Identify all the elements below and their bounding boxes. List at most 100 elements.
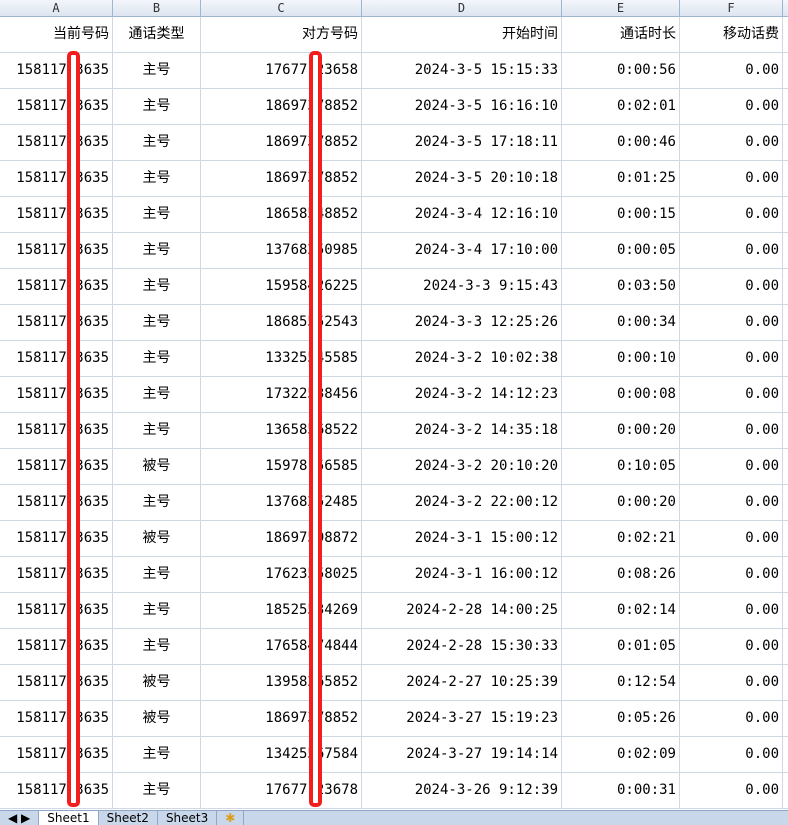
cell-b[interactable]: 主号 [113, 305, 201, 340]
cell-c[interactable]: 17677123658 [201, 53, 362, 88]
cell-e[interactable]: 0:00:10 [562, 341, 680, 376]
column-header-a[interactable]: A [0, 0, 113, 16]
cell-f[interactable]: 0.00 [680, 161, 783, 196]
cell-d[interactable]: 2024-3-2 14:12:23 [362, 377, 562, 412]
insert-sheet-icon[interactable]: ✱ [217, 811, 245, 825]
column-header-d[interactable]: D [362, 0, 562, 16]
cell-e[interactable]: 0:00:31 [562, 773, 680, 808]
cell-d[interactable]: 2024-3-27 19:14:14 [362, 737, 562, 772]
cell-c[interactable]: 18658548852 [201, 197, 362, 232]
cell-e[interactable]: 0:00:15 [562, 197, 680, 232]
cell-c[interactable]: 17658474844 [201, 629, 362, 664]
cell-e[interactable]: 0:02:09 [562, 737, 680, 772]
cell-a[interactable]: 15811753635 [0, 737, 113, 772]
column-header-e[interactable]: E [562, 0, 680, 16]
column-header-b[interactable]: B [113, 0, 201, 16]
header-cell[interactable]: 对方号码 [201, 17, 362, 52]
cell-f[interactable]: 0.00 [680, 377, 783, 412]
cell-a[interactable]: 15811753635 [0, 521, 113, 556]
cell-b[interactable]: 被号 [113, 521, 201, 556]
cell-d[interactable]: 2024-3-5 16:16:10 [362, 89, 562, 124]
cell-a[interactable]: 15811753635 [0, 629, 113, 664]
cell-e[interactable]: 0:01:25 [562, 161, 680, 196]
cell-e[interactable]: 0:02:21 [562, 521, 680, 556]
cell-e[interactable]: 0:08:26 [562, 557, 680, 592]
cell-a[interactable]: 15811753635 [0, 377, 113, 412]
cell-b[interactable]: 主号 [113, 413, 201, 448]
cell-c[interactable]: 15978156585 [201, 449, 362, 484]
cell-f[interactable]: 0.00 [680, 737, 783, 772]
cell-c[interactable]: 18697378852 [201, 701, 362, 736]
cell-e[interactable]: 0:03:50 [562, 269, 680, 304]
cell-f[interactable]: 0.00 [680, 593, 783, 628]
cell-d[interactable]: 2024-3-4 17:10:00 [362, 233, 562, 268]
cell-f[interactable]: 0.00 [680, 665, 783, 700]
cell-b[interactable]: 主号 [113, 89, 201, 124]
cell-c[interactable]: 18697378852 [201, 161, 362, 196]
column-header-f[interactable]: F [680, 0, 783, 16]
cell-b[interactable]: 主号 [113, 53, 201, 88]
cell-d[interactable]: 2024-3-5 15:15:33 [362, 53, 562, 88]
cell-c[interactable]: 15958426225 [201, 269, 362, 304]
cell-e[interactable]: 0:00:46 [562, 125, 680, 160]
header-cell[interactable]: 通话类型 [113, 17, 201, 52]
cell-d[interactable]: 2024-3-27 15:19:23 [362, 701, 562, 736]
cell-e[interactable]: 0:00:56 [562, 53, 680, 88]
cell-e[interactable]: 0:12:54 [562, 665, 680, 700]
cell-a[interactable]: 15811753635 [0, 449, 113, 484]
cell-a[interactable]: 15811753635 [0, 341, 113, 376]
cell-b[interactable]: 主号 [113, 161, 201, 196]
cell-a[interactable]: 15811753635 [0, 125, 113, 160]
cell-b[interactable]: 主号 [113, 773, 201, 808]
cell-f[interactable]: 0.00 [680, 413, 783, 448]
tab-sheet3[interactable]: Sheet3 [158, 811, 218, 825]
cell-b[interactable]: 主号 [113, 341, 201, 376]
cell-f[interactable]: 0.00 [680, 521, 783, 556]
cell-b[interactable]: 主号 [113, 125, 201, 160]
cell-b[interactable]: 主号 [113, 485, 201, 520]
header-cell[interactable]: 当前号码 [0, 17, 113, 52]
cell-f[interactable]: 0.00 [680, 269, 783, 304]
cell-c[interactable]: 17623558025 [201, 557, 362, 592]
cell-b[interactable]: 主号 [113, 233, 201, 268]
cell-e[interactable]: 0:00:05 [562, 233, 680, 268]
cell-d[interactable]: 2024-3-1 16:00:12 [362, 557, 562, 592]
header-cell[interactable]: 开始时间 [362, 17, 562, 52]
cell-a[interactable]: 15811753635 [0, 53, 113, 88]
cell-f[interactable]: 0.00 [680, 305, 783, 340]
cell-f[interactable]: 0.00 [680, 125, 783, 160]
cell-b[interactable]: 主号 [113, 737, 201, 772]
cell-a[interactable]: 15811753635 [0, 485, 113, 520]
cell-e[interactable]: 0:02:14 [562, 593, 680, 628]
cell-c[interactable]: 13325545585 [201, 341, 362, 376]
cell-b[interactable]: 主号 [113, 629, 201, 664]
cell-f[interactable]: 0.00 [680, 53, 783, 88]
cell-c[interactable]: 17322538456 [201, 377, 362, 412]
cell-e[interactable]: 0:02:01 [562, 89, 680, 124]
tab-sheet1[interactable]: Sheet1 [39, 811, 99, 825]
cell-b[interactable]: 被号 [113, 701, 201, 736]
cell-c[interactable]: 13768250985 [201, 233, 362, 268]
cell-d[interactable]: 2024-3-2 14:35:18 [362, 413, 562, 448]
cell-a[interactable]: 15811753635 [0, 89, 113, 124]
cell-c[interactable]: 18697378852 [201, 125, 362, 160]
cell-a[interactable]: 15811753635 [0, 197, 113, 232]
cell-c[interactable]: 18685552543 [201, 305, 362, 340]
cell-d[interactable]: 2024-3-2 20:10:20 [362, 449, 562, 484]
cell-c[interactable]: 13658568522 [201, 413, 362, 448]
cell-b[interactable]: 主号 [113, 593, 201, 628]
cell-b[interactable]: 主号 [113, 269, 201, 304]
cell-b[interactable]: 被号 [113, 665, 201, 700]
cell-b[interactable]: 主号 [113, 197, 201, 232]
cell-f[interactable]: 0.00 [680, 485, 783, 520]
cell-e[interactable]: 0:00:20 [562, 413, 680, 448]
cell-d[interactable]: 2024-3-2 10:02:38 [362, 341, 562, 376]
cell-a[interactable]: 15811753635 [0, 557, 113, 592]
cell-e[interactable]: 0:00:08 [562, 377, 680, 412]
cell-e[interactable]: 0:10:05 [562, 449, 680, 484]
cell-d[interactable]: 2024-3-2 22:00:12 [362, 485, 562, 520]
cell-d[interactable]: 2024-3-3 9:15:43 [362, 269, 562, 304]
cell-f[interactable]: 0.00 [680, 629, 783, 664]
cell-d[interactable]: 2024-3-5 17:18:11 [362, 125, 562, 160]
cell-c[interactable]: 18697598872 [201, 521, 362, 556]
